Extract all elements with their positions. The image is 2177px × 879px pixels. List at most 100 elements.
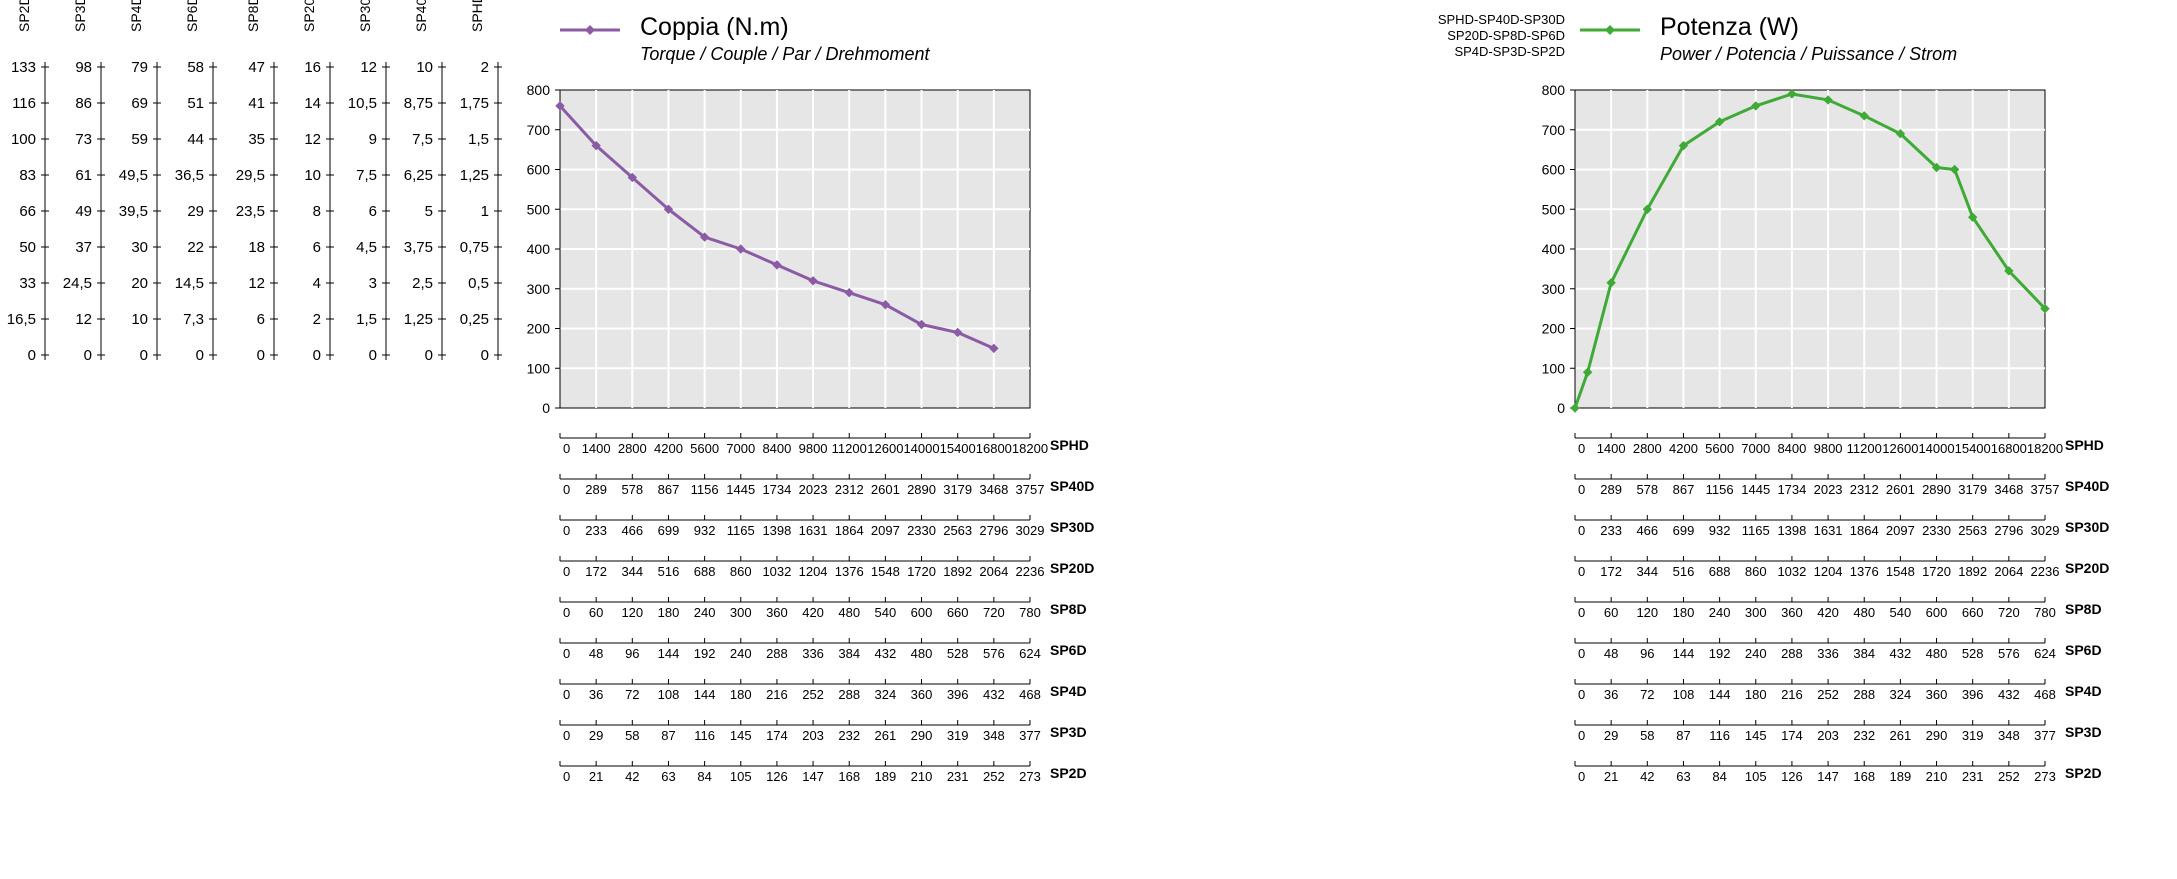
scale-value: 12 [304,131,321,148]
scale-header: SP30D [357,0,373,32]
scale-value: 0 [84,347,92,364]
x-tick: 540 [1890,605,1912,620]
x-tick: 0 [1578,605,1585,620]
x-tick: 48 [589,646,603,661]
x-tick: 3179 [943,482,972,497]
scale-value: 6 [369,203,377,220]
x-tick: 780 [1019,605,1041,620]
x-tick: 3468 [1994,482,2023,497]
x-tick: 252 [1817,687,1839,702]
scale-value: 73 [75,131,92,148]
scale-value: 0 [28,347,36,364]
x-tick: 1445 [726,482,755,497]
x-tick: 289 [1600,482,1622,497]
x-tick: 172 [1600,564,1622,579]
scale-value: 66 [19,203,36,220]
scale-value: 29 [187,203,204,220]
x-tick: 377 [2034,728,2056,743]
potenza-chart: 0100200300400500600700800 [1542,82,2049,416]
x-tick: 377 [1019,728,1041,743]
x-tick: 116 [1709,728,1730,743]
y-tick: 500 [1542,201,1566,217]
scale-value: 0,25 [460,311,489,328]
scale-value: 14 [304,95,321,112]
x-tick: 480 [1853,605,1875,620]
x-tick: 396 [1962,687,1984,702]
x-tick: 516 [1673,564,1695,579]
x-tick: 384 [1853,646,1875,661]
x-tick: 96 [1640,646,1654,661]
x-tick: 0 [1578,441,1585,456]
x-tick: 0 [563,769,570,784]
x-tick: 1864 [1850,523,1879,538]
y-tick: 100 [1542,360,1566,376]
scale-value: 36,5 [175,167,204,184]
x-tick: 288 [838,687,860,702]
scale-value: 0 [481,347,489,364]
x-tick: 231 [947,769,969,784]
scale-value: 49 [75,203,92,220]
scale-value: 47 [248,59,265,76]
x-tick: 0 [563,523,570,538]
y-tick: 500 [527,201,551,217]
x-tick: 189 [875,769,897,784]
scale-value: 49,5 [119,167,148,184]
x-tick: 96 [625,646,639,661]
x-tick: 145 [730,728,752,743]
scale-value: 5 [425,203,433,220]
x-tick: 210 [1926,769,1948,784]
coppia-chart: 0100200300400500600700800 [527,82,1030,416]
scale-value: 35 [248,131,265,148]
x-tick: 720 [1998,605,2020,620]
x-tick: 21 [1604,769,1618,784]
scale-value: 98 [75,59,92,76]
x-tick: 5600 [1705,441,1734,456]
scale-value: 2,5 [412,275,433,292]
scale-header: SP6D [184,0,200,32]
x-tick: 1734 [762,482,791,497]
x-tick: 867 [1673,482,1695,497]
x-tick: 0 [563,482,570,497]
x-tick: 192 [694,646,716,661]
x-tick: 240 [730,646,752,661]
x-row-name: SP30D [1050,519,1094,535]
x-tick: 60 [589,605,603,620]
x-tick: 324 [1890,687,1912,702]
scale-header: SP2D [16,0,32,32]
x-tick: 48 [1604,646,1618,661]
x-tick: 660 [947,605,969,620]
x-tick: 466 [621,523,643,538]
x-tick: 9800 [799,441,828,456]
scale-value: 30 [131,239,148,256]
potenza-title-block: Potenza (W)Power / Potencia / Puissance … [1580,13,1957,64]
x-tick: 232 [838,728,860,743]
x-tick: 18200 [2027,441,2063,456]
x-tick: 1032 [762,564,791,579]
x-tick: 273 [2034,769,2056,784]
x-tick: 344 [1636,564,1658,579]
x-tick: 3757 [1016,482,1045,497]
x-tick: 516 [658,564,680,579]
coppia-title: Coppia (N.m) [640,13,789,41]
x-tick: 660 [1962,605,1984,620]
scale-value: 79 [131,59,148,76]
x-tick: 18200 [1012,441,1048,456]
x-tick: 4200 [654,441,683,456]
x-tick: 480 [1926,646,1948,661]
x-tick: 480 [838,605,860,620]
scale-value: 0 [313,347,321,364]
x-tick: 0 [1578,646,1585,661]
x-tick: 1400 [1597,441,1626,456]
x-tick: 15400 [940,441,976,456]
x-tick: 189 [1890,769,1912,784]
coppia-title-block: Coppia (N.m)Torque / Couple / Par / Dreh… [560,13,930,64]
scale-value: 7,5 [356,167,377,184]
x-tick: 1631 [799,523,828,538]
x-tick: 144 [658,646,680,661]
scale-value: 61 [75,167,92,184]
x-tick: 1734 [1777,482,1806,497]
x-tick: 12600 [867,441,903,456]
x-tick: 0 [1578,523,1585,538]
scale-value: 100 [11,131,36,148]
potenza-subtitle: Power / Potencia / Puissance / Strom [1660,44,1957,64]
